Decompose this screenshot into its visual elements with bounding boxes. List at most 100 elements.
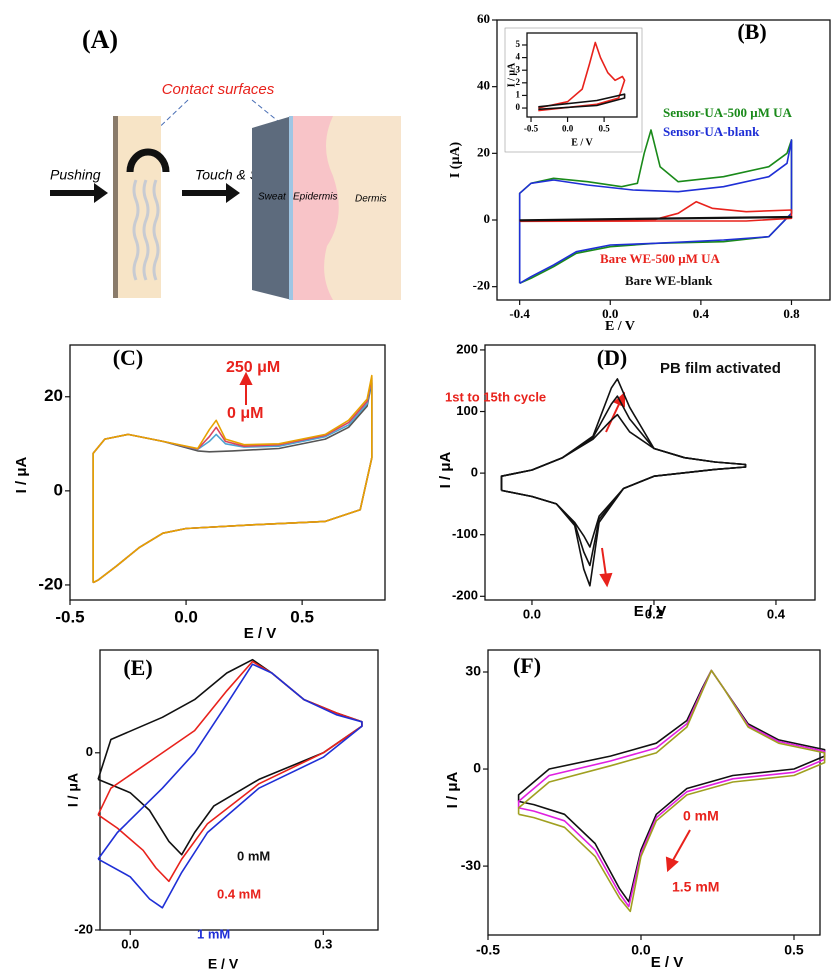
sweat-layer [289,116,293,300]
y-tick-label: 4 [516,52,521,62]
panel-label: (E) [123,655,152,680]
cv-curve [517,669,826,913]
arrow [601,547,607,577]
y-tick-label: 5 [516,39,521,49]
panel-label: (C) [113,345,144,370]
x-tick-label: -0.5 [55,607,84,626]
x-tick-label: -0.5 [524,123,539,133]
cv-curve [518,139,793,284]
y-tick-label: 40 [477,78,490,93]
y-tick-label: 0 [471,465,478,480]
x-tick-label: 0.0 [631,942,651,958]
x-axis-label: E / V [244,625,277,642]
annotation: 250 μM [226,359,280,376]
annotation: PB film activated [660,360,781,377]
plot-frame [526,32,638,118]
wires [132,179,160,281]
cv-curve [517,669,826,903]
y-tick-label: -200 [452,588,478,603]
y-tick-label: 0 [86,744,93,759]
x-tick-label: 0.4 [693,306,710,321]
series-label: Bare WE-blank [625,273,713,288]
cv-curve [517,669,826,908]
x-tick-label: 0.0 [523,607,541,622]
panel-label: (D) [597,345,628,370]
y-tick-label: -30 [461,857,481,873]
sensor-arc [126,148,170,173]
x-tick-label: 0.8 [783,306,800,321]
panel-label: (F) [513,653,541,678]
arrow [605,401,621,433]
x-axis-label: E / V [651,954,684,971]
x-tick-label: -0.4 [509,306,530,321]
x-tick-label: 0.5 [784,942,804,958]
arrows [239,371,691,873]
x-tick-label: 0.0 [602,306,618,321]
arrow [50,183,108,203]
sweat-label: Sweat [258,192,287,203]
schematic: (A) Contact surfaces Pushing Touch & Sen… [50,25,401,300]
y-tick-label: -20 [473,278,490,293]
x-tick-label: 0.2 [645,607,663,622]
y-tick-label: -20 [38,574,63,593]
cv-curve [518,129,793,285]
x-axis-label: E / V [571,137,593,148]
cv-curve [538,41,626,112]
x-axis-label: E / V [208,956,239,972]
cv-curve [97,663,363,909]
y-axis-label: I / μA [444,771,461,808]
plot-frame [484,344,816,601]
y-tick-label: 3 [516,64,521,74]
plot-frame [99,649,379,931]
device-edge [113,116,118,298]
annotation: 0 μM [227,405,263,422]
dermis-label: Dermis [355,194,387,205]
x-tick-label: 0.4 [767,607,786,622]
y-tick-label: 20 [44,386,63,405]
y-tick-label: 0 [484,211,491,226]
x-axis-label: E / V [634,603,667,620]
plot-frame [487,649,821,936]
arrow-head [665,856,679,873]
inset-background [504,27,643,153]
annotation: 0.4 mM [217,886,261,901]
y-tick-label: 20 [477,144,490,159]
x-axis-label: E / V [605,319,635,334]
cv-curve [519,215,793,222]
y-tick-label: 200 [456,341,478,356]
y-tick-label: -20 [74,921,93,936]
arrow [182,183,240,203]
x-tick-label: 0.0 [562,123,574,133]
epidermis [293,116,339,300]
cv-curve [500,395,747,567]
cv-curve [538,93,626,111]
y-axis-label: I (μA) [448,142,463,179]
cv-curve [92,374,373,584]
x-tick-label: 0.0 [174,607,198,626]
annotation: 0 mM [683,808,719,824]
y-axis-label: I / μA [506,62,517,87]
y-tick-label: 0 [516,102,521,112]
callout: Contact surfaces [162,81,275,98]
cv-curve [97,660,363,883]
y-tick-label: 0 [473,760,481,776]
y-axis-label: I / μA [13,456,30,493]
annotation: 1.5 mM [672,879,719,895]
x-tick-label: 0.5 [598,123,610,133]
annotation: 0 mM [237,848,270,863]
skin-face [252,116,292,300]
cv-curve [500,413,747,548]
x-tick-label: 0.0 [121,937,139,952]
y-tick-label: -100 [452,526,478,541]
panel-label: (B) [737,19,766,44]
arrow-head [599,572,613,588]
x-tick-label: 0.3 [314,937,332,952]
series-label: Bare WE-500 μM UA [600,251,721,266]
y-tick-label: 1 [516,89,521,99]
plot-frame [496,19,831,301]
epidermis-label: Epidermis [293,192,337,203]
callout-line [147,99,189,139]
x-tick-label: -0.5 [476,942,500,958]
annotation: 1 mM [197,926,230,941]
